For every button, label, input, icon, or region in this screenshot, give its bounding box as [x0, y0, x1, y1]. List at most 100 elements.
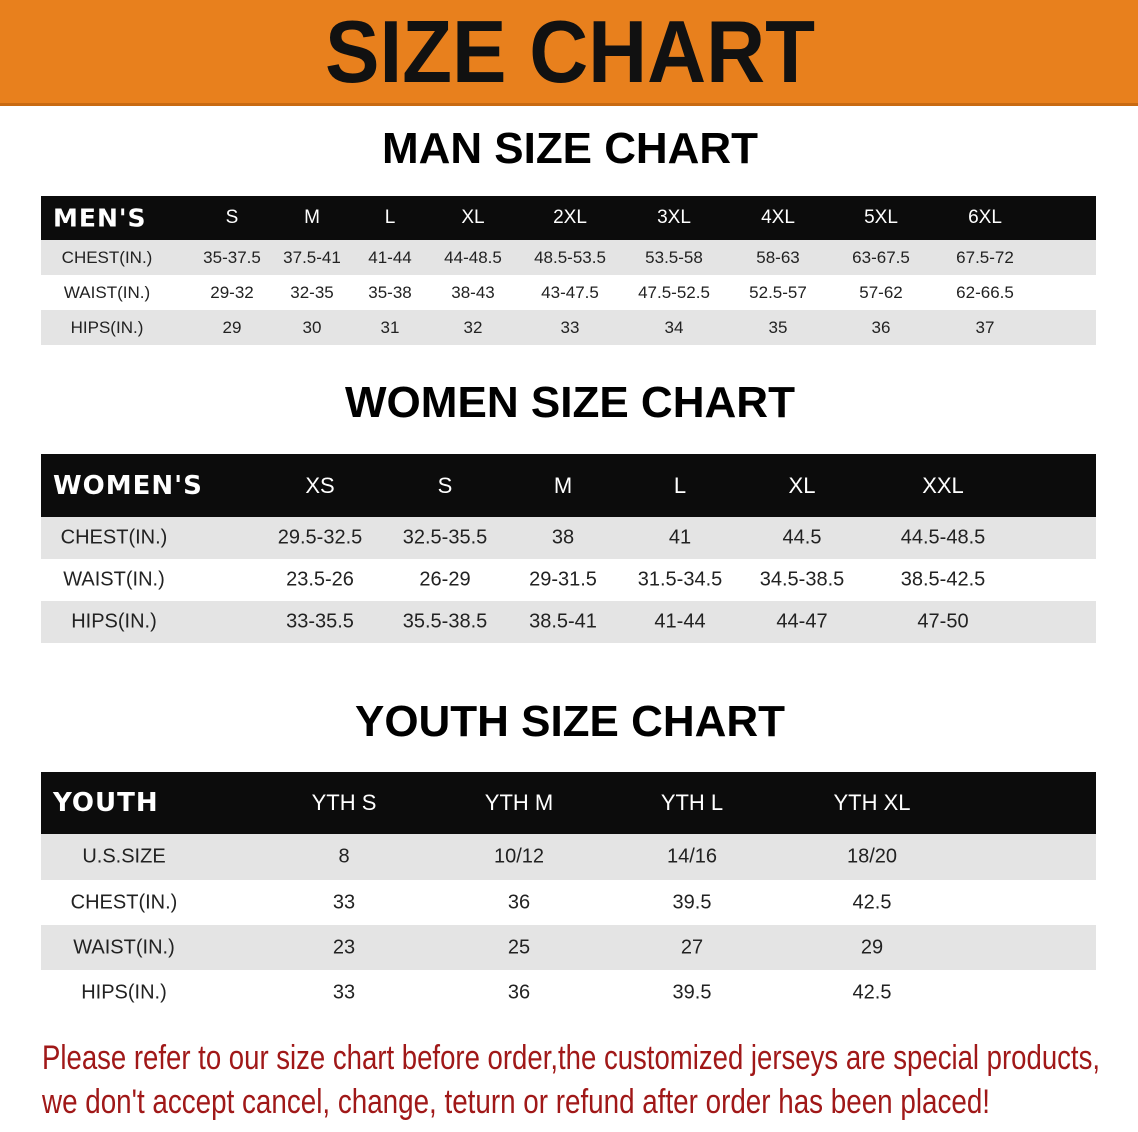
table-cell: 10/12: [493, 845, 545, 868]
table-cell: 48.5-53.5: [534, 247, 606, 267]
table-cell: 38: [551, 526, 575, 549]
size-header: YTH XL: [833, 790, 911, 815]
table-cell: 25: [507, 936, 531, 958]
youth-header-label: YOUTH: [53, 788, 159, 818]
table-cell: 29-32: [210, 282, 254, 302]
table-cell: 38.5-42.5: [900, 568, 986, 591]
table-cell: 42.5: [852, 981, 892, 1003]
table-row: CHEST(IN.) 35-37.5 37.5-41 41-44 44-48.5 48.5…: [41, 240, 1096, 275]
size-header: L: [673, 472, 687, 498]
table-cell: 33: [560, 317, 580, 337]
table-cell: 57-62: [859, 282, 903, 302]
policy-note-line2: we don't accept cancel, change, teturn o…: [42, 1083, 990, 1121]
table-row: U.S.SIZE 8 10/12 14/16 18/20: [41, 834, 1096, 880]
table-cell: 27: [680, 936, 704, 958]
table-cell: 52.5-57: [749, 282, 807, 302]
table-cell: 30: [302, 317, 322, 337]
women-size-table: WOMEN'S XS S M L XL XXL CHEST(IN.) 29.5-32.5 32.5…: [41, 454, 1096, 643]
size-header: XS: [305, 472, 335, 498]
table-cell: 38.5-41: [529, 610, 597, 633]
size-header: S: [437, 472, 453, 498]
table-cell: 23.5-26: [286, 568, 354, 591]
table-cell: 44.5: [782, 526, 822, 549]
table-cell: 36: [507, 891, 531, 913]
table-cell: 41-44: [368, 247, 412, 267]
table-cell: 34: [664, 317, 684, 337]
table-cell: 47-50: [917, 610, 969, 633]
women-header-row: WOMEN'S XS S M L XL XXL: [41, 454, 1096, 517]
table-row: HIPS(IN.) 33-35.5 35.5-38.5 38.5-41 41-44 44-…: [41, 601, 1096, 643]
table-row: WAIST(IN.) 29-32 32-35 35-38 38-43 43-47.5 47.…: [41, 275, 1096, 310]
row-label: WAIST(IN.): [63, 282, 151, 302]
table-cell: 29: [222, 317, 242, 337]
table-cell: 41: [668, 526, 692, 549]
table-cell: 18/20: [846, 845, 898, 868]
size-header: YTH S: [311, 790, 377, 815]
table-cell: 39.5: [672, 981, 712, 1003]
table-cell: 32: [463, 317, 483, 337]
table-cell: 33: [332, 891, 356, 913]
table-cell: 35-38: [368, 282, 412, 302]
row-label: CHEST(IN.): [61, 247, 153, 267]
title-banner: [0, 0, 1138, 106]
table-cell: 8: [338, 845, 350, 868]
table-cell: 32.5-35.5: [402, 526, 488, 549]
size-header: YTH M: [484, 790, 554, 815]
table-cell: 36: [507, 981, 531, 1003]
table-cell: 58-63: [756, 247, 800, 267]
table-cell: 42.5: [852, 891, 892, 913]
men-size-table: MEN'S S M L XL 2XL 3XL 4XL 5XL 6XL CHEST(IN.) 35-37…: [41, 196, 1096, 345]
table-row: HIPS(IN.) 29 30 31 32 33 34 35 36 37: [41, 310, 1096, 345]
row-label: CHEST(IN.): [70, 891, 178, 913]
table-cell: 35.5-38.5: [402, 610, 488, 633]
youth-size-table: YOUTH YTH S YTH M YTH L YTH XL U.S.SIZE 8 10/12…: [41, 772, 1096, 1015]
policy-note-line1: Please refer to our size chart before or…: [42, 1039, 1100, 1077]
table-row: CHEST(IN.) 29.5-32.5 32.5-35.5 38 41 44.5 44.5…: [41, 517, 1096, 559]
row-label: HIPS(IN.): [81, 981, 167, 1003]
table-cell: 29: [860, 936, 884, 958]
table-cell: 35-37.5: [203, 247, 261, 267]
table-cell: 44-48.5: [444, 247, 502, 267]
table-cell: 36: [871, 317, 891, 337]
table-row: WAIST(IN.) 23 25 27 29: [41, 925, 1096, 970]
size-header: 4XL: [761, 207, 795, 228]
table-cell: 37: [975, 317, 995, 337]
youth-section-title: YOUTH SIZE CHART: [355, 697, 785, 746]
table-cell: 14/16: [666, 845, 718, 868]
size-header: 6XL: [968, 207, 1002, 228]
table-cell: 31.5-34.5: [637, 568, 723, 591]
row-label: HIPS(IN.): [70, 317, 144, 337]
women-header-label: WOMEN'S: [53, 470, 203, 501]
size-header: XL: [788, 472, 816, 498]
men-header-label: MEN'S: [53, 203, 147, 233]
size-header: 3XL: [657, 207, 691, 228]
size-header: S: [225, 207, 239, 228]
table-row: WAIST(IN.) 23.5-26 26-29 29-31.5 31.5-34.5 34…: [41, 559, 1096, 601]
table-cell: 29-31.5: [529, 568, 597, 591]
table-cell: 44.5-48.5: [900, 526, 986, 549]
women-section-title: WOMEN SIZE CHART: [345, 378, 795, 427]
table-row: CHEST(IN.) 33 36 39.5 42.5: [41, 880, 1096, 925]
men-header-row: MEN'S S M L XL 2XL 3XL 4XL 5XL 6XL: [41, 196, 1096, 240]
table-cell: 29.5-32.5: [277, 526, 363, 549]
table-cell: 34.5-38.5: [759, 568, 845, 591]
size-header: M: [304, 207, 320, 228]
size-header: L: [384, 207, 396, 228]
row-label: WAIST(IN.): [73, 936, 175, 958]
table-cell: 23: [332, 936, 356, 958]
table-row: HIPS(IN.) 33 36 39.5 42.5: [41, 970, 1096, 1015]
size-header: YTH L: [660, 790, 724, 815]
youth-header-row: YOUTH YTH S YTH M YTH L YTH XL: [41, 772, 1096, 834]
table-cell: 37.5-41: [283, 247, 341, 267]
table-cell: 31: [380, 317, 400, 337]
table-cell: 38-43: [451, 282, 495, 302]
table-cell: 44-47: [776, 610, 828, 633]
table-cell: 41-44: [654, 610, 706, 633]
size-header: 5XL: [864, 207, 898, 228]
page-title: SIZE CHART: [325, 2, 815, 101]
table-cell: 53.5-58: [645, 247, 703, 267]
table-cell: 32-35: [290, 282, 334, 302]
table-cell: 43-47.5: [541, 282, 599, 302]
size-header: M: [553, 472, 573, 498]
size-header: XXL: [922, 472, 964, 498]
